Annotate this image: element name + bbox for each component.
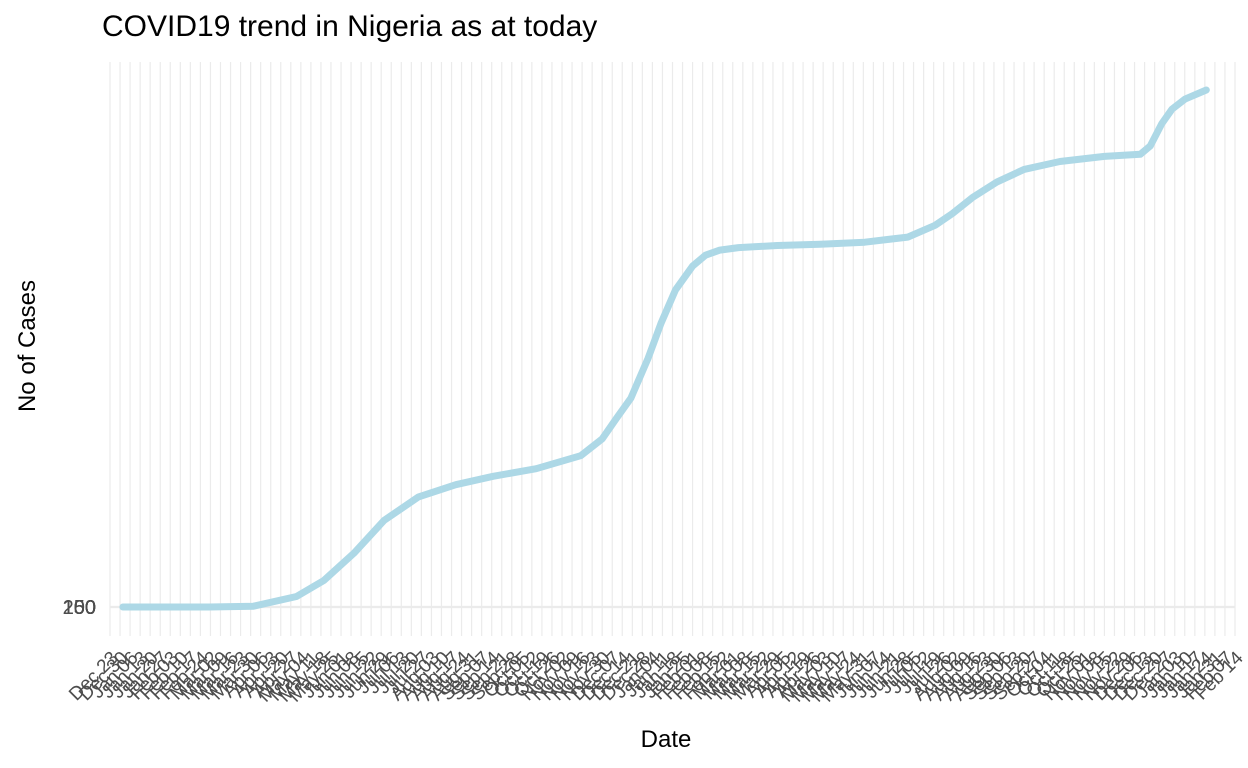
y-tick-label: 200 (63, 597, 96, 619)
gridlines (109, 62, 1236, 636)
y-tick-label: 50 (74, 597, 96, 619)
y-tick-label: 150 (63, 597, 96, 619)
series-line (119, 86, 1210, 611)
series-lines (119, 86, 1210, 611)
chart-title: COVID19 trend in Nigeria as at today (102, 10, 598, 43)
y-tick-label: 100 (63, 597, 96, 619)
x-axis-label: Date (640, 726, 692, 753)
y-tick-label: 0 (85, 597, 96, 619)
